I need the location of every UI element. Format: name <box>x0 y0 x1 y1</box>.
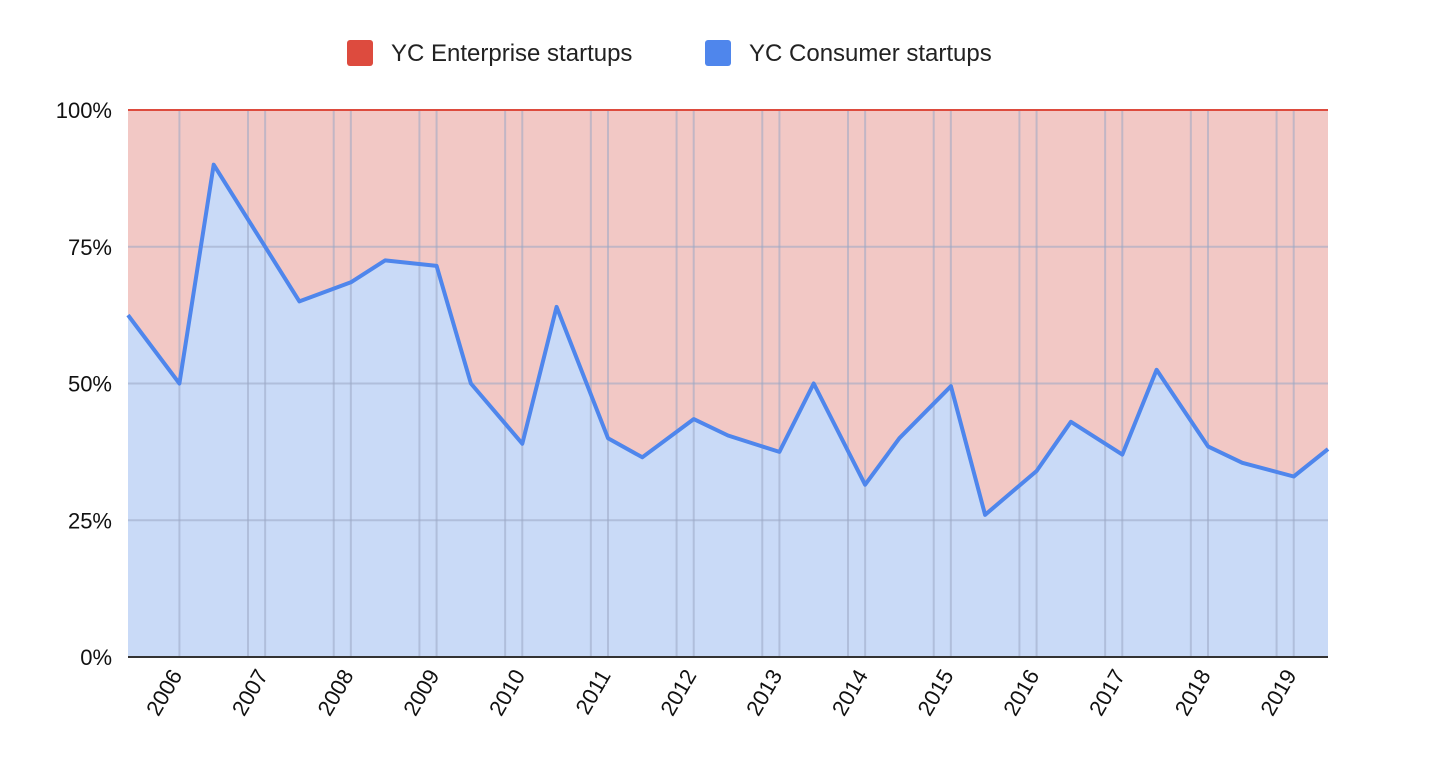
legend: YC Enterprise startups YC Consumer startu… <box>347 40 992 67</box>
legend-swatch <box>705 40 731 66</box>
series-lines <box>126 109 1330 517</box>
x-tick-label: 2013 <box>741 665 787 720</box>
x-tick-label: 2011 <box>570 665 615 718</box>
consumer-series-line <box>126 162 1330 517</box>
x-tick-label: 2014 <box>827 665 873 720</box>
x-tick-label: 2015 <box>912 665 958 720</box>
x-tick-label: 2010 <box>484 665 530 720</box>
y-tick-label: 75% <box>68 235 112 260</box>
x-tick-label: 2019 <box>1255 665 1301 720</box>
gridlines <box>128 110 1328 657</box>
y-tick-label: 0% <box>80 645 112 670</box>
legend-item-enterprise: YC Enterprise startups <box>347 40 632 67</box>
x-tick-label: 2012 <box>655 665 701 720</box>
legend-label: YC Consumer startups <box>749 40 992 67</box>
legend-label: YC Enterprise startups <box>391 40 632 67</box>
x-tick-label: 2007 <box>227 665 273 720</box>
x-tick-label: 2008 <box>312 665 358 720</box>
y-axis-ticks: 0% 25% 50% 75% 100% <box>56 98 112 670</box>
y-tick-label: 25% <box>68 508 112 533</box>
x-axis-ticks: 2006 2007 2008 2009 2010 2011 2012 2013 2014 2015… <box>141 665 1301 720</box>
legend-item-consumer: YC Consumer startups <box>705 40 992 67</box>
consumer-area <box>128 164 1328 657</box>
x-tick-label: 2006 <box>141 665 187 720</box>
legend-swatch <box>347 40 373 66</box>
y-tick-label: 100% <box>56 98 112 123</box>
y-tick-label: 50% <box>68 372 112 397</box>
x-tick-label: 2017 <box>1084 665 1130 720</box>
x-tick-label: 2018 <box>1170 665 1216 720</box>
x-tick-label: 2016 <box>998 665 1044 720</box>
x-tick-label: 2009 <box>398 665 444 720</box>
